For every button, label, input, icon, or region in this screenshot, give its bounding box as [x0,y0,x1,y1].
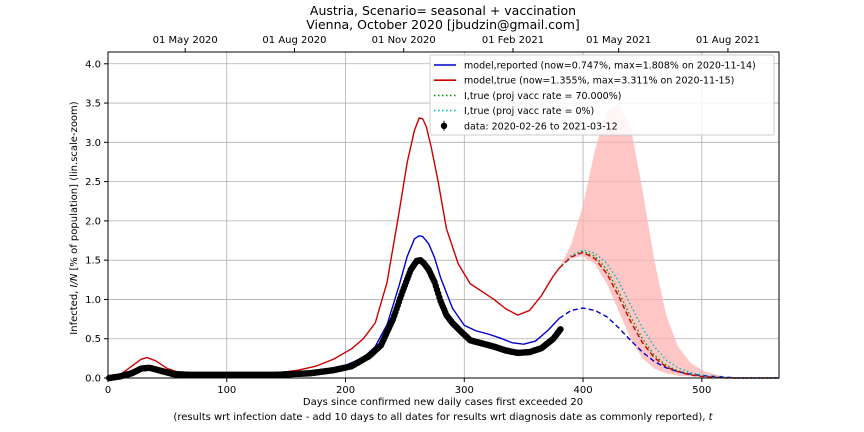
series-line-model_true [107,117,560,379]
legend-entry-label: model,true (now=1.355%, max=3.311% on 20… [464,76,734,87]
legend-entry-label: data: 2020-02-26 to 2021-03-12 [464,121,618,132]
x-tick-label: 0 [105,385,111,396]
chart-title: Austria, Scenario= seasonal + vaccinatio… [310,3,576,18]
data-point [557,326,564,333]
top-tick-label: 01 May 2020 [153,35,218,46]
y-axis-label-variable: I/N [69,273,80,287]
legend-swatch-marker [440,122,448,129]
y-axis-label-prefix: Infected, [69,287,80,334]
y-tick-label: 0.0 [85,374,101,385]
uncertainty-band [559,103,750,378]
y-axis-label: Infected, I/N [% of population] (lin.sca… [69,101,80,335]
x-axis-sublabel: (results wrt infection date - add 10 day… [173,412,713,423]
plot-frame [107,51,780,379]
y-axis-ticks: 0.0 0.5 1.0 1.5 2.0 2.5 3.0 3.5 4.0 [85,59,108,385]
x-tick-label: 500 [692,385,711,396]
top-tick-label: 01 Aug 2021 [696,35,760,46]
y-tick-label: 0.5 [85,334,101,345]
series-line-true_vacc0 [558,249,779,379]
uncertainty-band-layer [559,103,750,378]
legend-entry-label: I,true (proj vacc rate = 70.000%) [464,91,621,102]
data-points-layer [105,256,564,382]
y-tick-label: 1.5 [85,256,101,267]
chart-subtitle: Vienna, October 2020 [jbudzin@gmail.com] [306,17,580,32]
y-axis-label-suffix: [% of population] (lin.scale-zoom) [69,101,80,273]
top-tick-label: 01 Nov 2020 [372,35,436,46]
x-tick-label: 400 [573,385,592,396]
x-axis-sublabel-text: (results wrt infection date - add 10 day… [173,412,708,423]
y-tick-label: 3.5 [85,99,101,110]
x-axis-label: Days since confirmed new daily cases fir… [303,397,583,408]
y-tick-label: 4.0 [85,59,101,70]
series-line-true_proj_dashed [558,251,779,379]
top-date-axis: 01 May 2020 01 Aug 2020 01 Nov 2020 01 Feb … [153,35,760,52]
x-tick-label: 100 [217,385,236,396]
y-tick-label: 2.0 [85,216,101,227]
legend: model,reported (now=0.747%, max=1.808% o… [429,54,775,136]
y-tick-label: 2.5 [85,177,101,188]
top-tick-label: 01 Feb 2021 [482,35,544,46]
top-tick-label: 01 May 2021 [586,35,651,46]
y-tick-label: 3.0 [85,138,101,149]
legend-box [429,54,775,136]
y-tick-label: 1.0 [85,295,101,306]
x-tick-label: 200 [336,385,355,396]
x-axis-ticks: 0 100 200 300 400 500 [105,378,711,396]
x-tick-label: 300 [455,385,474,396]
x-axis-sublabel-variable: t [709,412,714,423]
top-tick-label: 01 Aug 2020 [262,35,326,46]
legend-entry-label: I,true (proj vacc rate = 0%) [464,106,594,117]
legend-entry-label: model,reported (now=0.747%, max=1.808% o… [464,61,756,72]
